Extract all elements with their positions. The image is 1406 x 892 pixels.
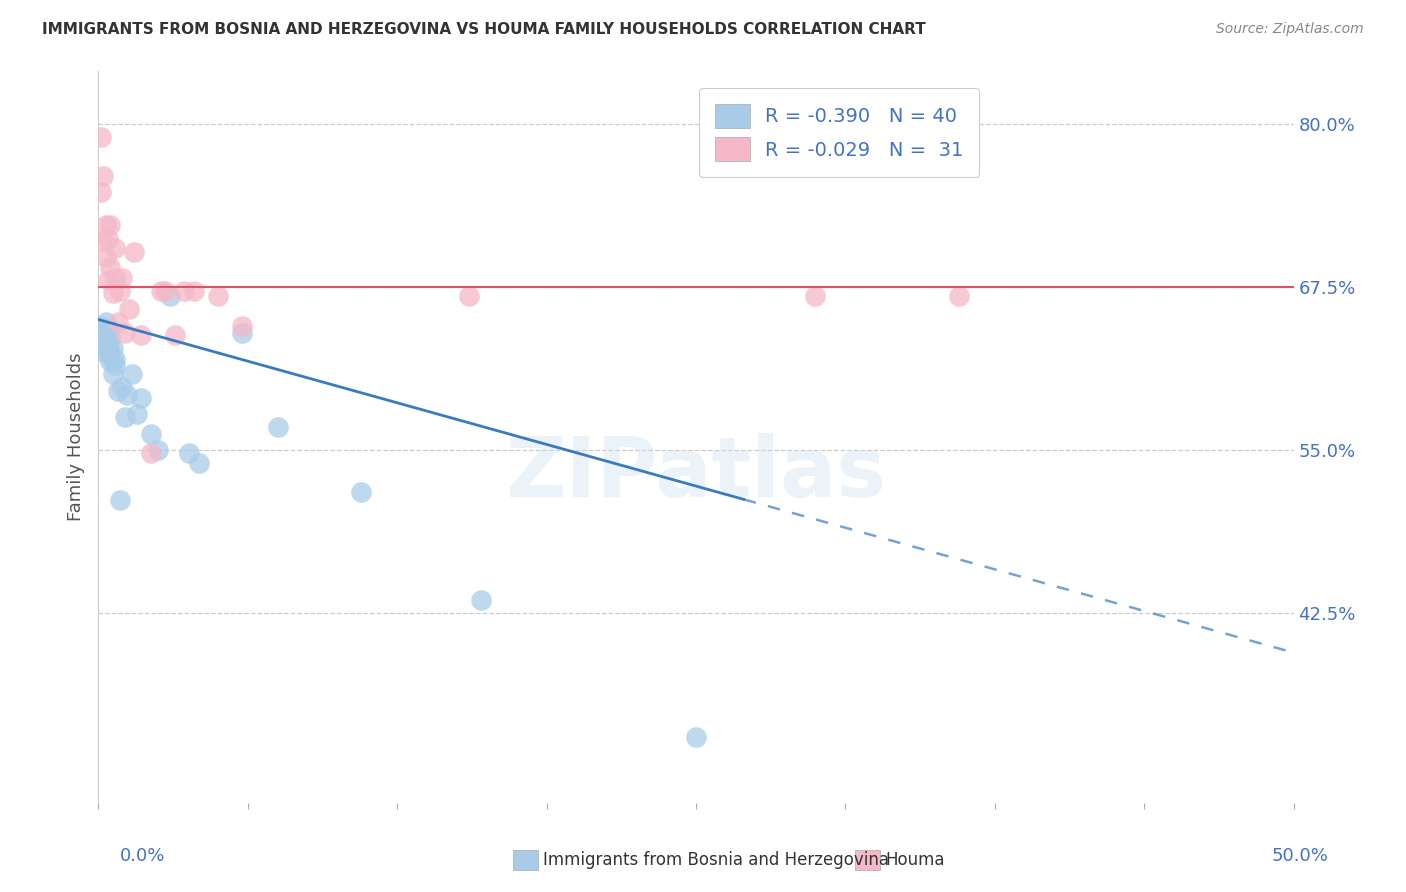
Text: IMMIGRANTS FROM BOSNIA AND HERZEGOVINA VS HOUMA FAMILY HOUSEHOLDS CORRELATION CH: IMMIGRANTS FROM BOSNIA AND HERZEGOVINA V… (42, 22, 927, 37)
Point (111, 270, 134, 285)
Point (108, 284, 131, 298)
Point (98, 332, 122, 346)
Point (94, 332, 117, 346)
Point (114, 326, 136, 340)
Point (101, 286, 124, 301)
Point (207, 289, 229, 303)
Point (131, 391, 153, 405)
Point (173, 284, 195, 298)
Point (90, 332, 112, 346)
Point (163, 328, 186, 343)
Point (131, 328, 153, 343)
Point (350, 485, 373, 500)
Point (90, 129, 112, 144)
Point (97, 273, 120, 287)
Point (94, 250, 117, 264)
Point (94, 326, 117, 340)
Point (101, 341, 124, 355)
Point (139, 446, 162, 460)
Point (231, 326, 253, 340)
Point (149, 284, 172, 298)
Point (98, 326, 122, 340)
Point (121, 368, 143, 382)
Point (114, 410, 136, 425)
Point (97, 321, 120, 335)
Point (91, 332, 114, 346)
Text: Houma: Houma (886, 851, 945, 869)
Point (97, 338, 120, 352)
Point (98, 345, 122, 359)
Y-axis label: Family Households: Family Households (66, 353, 84, 521)
Point (115, 388, 138, 402)
Point (267, 419, 290, 434)
Point (98, 354, 122, 368)
Point (104, 351, 127, 366)
Point (183, 284, 205, 298)
Point (94, 338, 117, 352)
Point (470, 593, 492, 607)
Point (104, 270, 127, 285)
Point (101, 368, 124, 382)
Point (948, 289, 970, 303)
Point (90, 185, 112, 199)
Point (107, 315, 129, 329)
Point (159, 289, 181, 303)
Point (90, 319, 112, 334)
Point (101, 354, 124, 368)
Point (125, 407, 148, 421)
Text: Immigrants from Bosnia and Herzegovina: Immigrants from Bosnia and Herzegovina (543, 851, 889, 869)
Point (804, 289, 827, 303)
Point (97, 231, 120, 245)
Point (685, 731, 707, 745)
Point (91, 326, 114, 340)
Point (98, 219, 122, 233)
Point (148, 443, 170, 458)
Point (231, 319, 253, 334)
Point (155, 284, 177, 298)
Point (108, 492, 131, 507)
Point (91, 345, 114, 359)
Point (98, 260, 122, 275)
Point (139, 427, 162, 442)
Text: Source: ZipAtlas.com: Source: ZipAtlas.com (1216, 22, 1364, 37)
Point (91, 169, 114, 183)
Point (97, 345, 120, 359)
Text: ZIPatlas: ZIPatlas (506, 434, 886, 514)
Point (94, 315, 117, 329)
Point (118, 301, 141, 317)
Point (91, 234, 114, 248)
Point (187, 456, 209, 470)
Point (124, 244, 146, 259)
Point (107, 384, 129, 399)
Legend: R = -0.390   N = 40, R = -0.029   N =  31: R = -0.390 N = 40, R = -0.029 N = 31 (699, 88, 980, 177)
Point (94, 219, 117, 233)
Point (458, 289, 481, 303)
Point (179, 446, 201, 460)
Point (111, 380, 134, 394)
Point (104, 358, 127, 372)
Text: 0.0%: 0.0% (120, 847, 165, 865)
Point (97, 332, 120, 346)
Text: 50.0%: 50.0% (1272, 847, 1329, 865)
Point (104, 241, 127, 255)
